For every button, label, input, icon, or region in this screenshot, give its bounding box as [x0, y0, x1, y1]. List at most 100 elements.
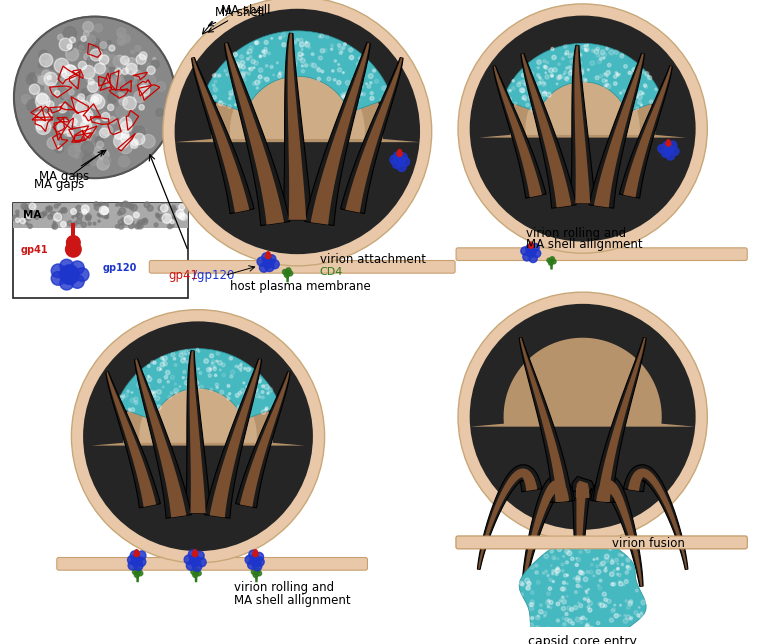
FancyBboxPatch shape [149, 260, 455, 273]
Circle shape [574, 605, 578, 610]
Circle shape [179, 204, 184, 210]
Circle shape [661, 149, 670, 157]
Circle shape [182, 216, 187, 220]
Polygon shape [520, 337, 568, 502]
Circle shape [170, 216, 174, 219]
Circle shape [342, 46, 345, 50]
Circle shape [599, 75, 603, 78]
Circle shape [48, 206, 51, 210]
Circle shape [254, 388, 258, 392]
Circle shape [243, 77, 247, 81]
Circle shape [118, 37, 126, 45]
Circle shape [184, 381, 189, 385]
Circle shape [118, 120, 123, 125]
Circle shape [265, 408, 267, 411]
Polygon shape [204, 359, 262, 518]
Circle shape [398, 153, 407, 162]
Polygon shape [225, 43, 284, 225]
Circle shape [64, 128, 73, 137]
Circle shape [185, 350, 188, 352]
Circle shape [571, 622, 574, 625]
Circle shape [147, 66, 155, 74]
Circle shape [137, 551, 146, 560]
Circle shape [528, 91, 531, 93]
Circle shape [357, 99, 360, 101]
Circle shape [530, 565, 534, 569]
Circle shape [170, 353, 175, 357]
Circle shape [530, 600, 535, 604]
Circle shape [213, 74, 216, 77]
Polygon shape [106, 372, 161, 508]
Circle shape [34, 75, 41, 82]
Circle shape [598, 585, 599, 586]
Circle shape [116, 106, 127, 117]
Circle shape [581, 616, 584, 620]
Circle shape [228, 105, 231, 108]
Circle shape [604, 569, 607, 572]
Circle shape [91, 94, 101, 104]
Circle shape [585, 618, 587, 620]
Circle shape [595, 76, 599, 80]
Circle shape [564, 53, 567, 55]
Circle shape [622, 90, 625, 92]
Circle shape [270, 66, 273, 68]
Circle shape [36, 93, 48, 104]
Circle shape [297, 55, 302, 61]
Circle shape [624, 64, 627, 68]
Circle shape [598, 602, 601, 605]
Circle shape [222, 374, 226, 377]
Circle shape [279, 72, 281, 74]
Circle shape [578, 68, 580, 70]
Circle shape [119, 396, 124, 401]
Circle shape [591, 631, 594, 634]
Circle shape [94, 204, 101, 211]
Circle shape [604, 85, 607, 87]
Circle shape [70, 118, 78, 126]
Circle shape [562, 600, 566, 604]
Circle shape [546, 600, 550, 605]
Circle shape [634, 78, 635, 79]
Circle shape [250, 55, 252, 59]
Circle shape [545, 75, 549, 79]
Circle shape [614, 604, 616, 606]
Circle shape [542, 638, 546, 641]
Circle shape [654, 88, 657, 91]
Circle shape [293, 41, 296, 44]
Circle shape [621, 554, 624, 556]
Circle shape [119, 117, 132, 129]
Circle shape [94, 63, 105, 74]
Circle shape [271, 37, 273, 39]
Circle shape [394, 155, 405, 166]
Circle shape [263, 258, 273, 269]
Circle shape [84, 31, 89, 36]
Circle shape [78, 61, 87, 70]
Circle shape [596, 565, 598, 568]
Circle shape [19, 221, 23, 224]
Circle shape [588, 589, 589, 591]
Circle shape [242, 83, 244, 85]
Circle shape [277, 74, 281, 78]
Circle shape [125, 58, 137, 70]
Circle shape [638, 607, 640, 608]
Circle shape [29, 204, 36, 210]
Circle shape [578, 571, 582, 574]
Circle shape [134, 562, 143, 571]
Circle shape [548, 606, 549, 608]
Circle shape [612, 583, 616, 586]
Circle shape [184, 354, 187, 355]
Polygon shape [91, 361, 304, 446]
Circle shape [305, 41, 307, 44]
Polygon shape [494, 66, 542, 197]
Circle shape [337, 68, 342, 72]
Circle shape [141, 375, 142, 377]
Circle shape [599, 579, 602, 582]
Circle shape [81, 205, 89, 213]
Circle shape [531, 616, 534, 620]
Circle shape [637, 100, 641, 104]
Circle shape [528, 582, 531, 585]
Circle shape [270, 260, 280, 269]
Circle shape [249, 368, 251, 370]
Circle shape [40, 115, 53, 128]
Circle shape [65, 65, 76, 77]
Circle shape [561, 57, 564, 60]
